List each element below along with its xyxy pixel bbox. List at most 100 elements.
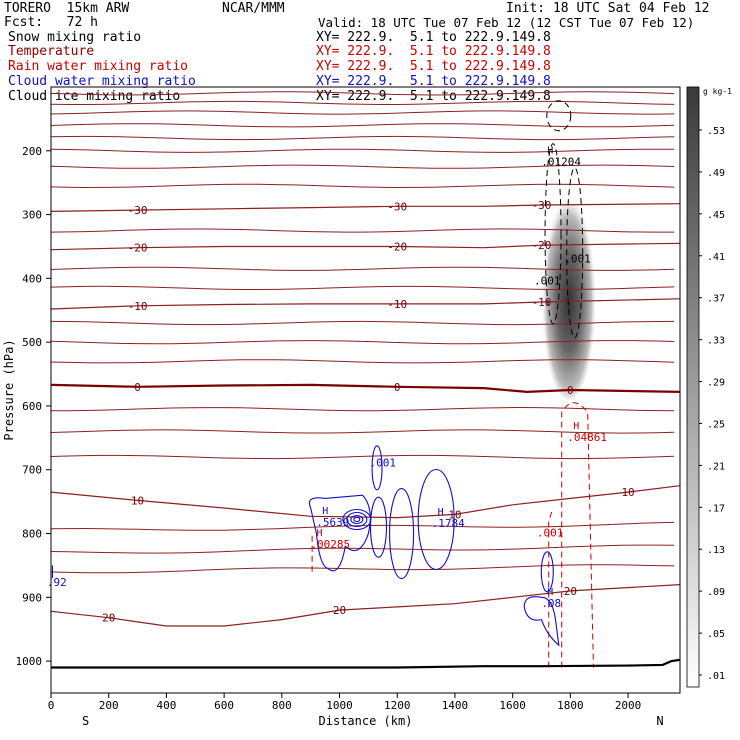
contour-label: .001: [564, 252, 591, 265]
isotherm-label: -10: [532, 296, 552, 309]
isotherm-minor: [50, 164, 675, 169]
x-tick-label: 600: [214, 699, 234, 712]
max-marker: H: [547, 145, 553, 156]
cloud-ice-shading-core: [540, 182, 597, 400]
field-name-snow: Snow mixing ratio: [8, 30, 142, 45]
forecast-hour: Fcst: 72 h: [4, 15, 98, 30]
isotherm-label: -20: [387, 240, 407, 253]
contour-label: .92: [47, 576, 67, 589]
max-value-label: .01204: [541, 155, 581, 168]
max-value-label: .5639: [316, 516, 349, 529]
isotherm-label: 0: [134, 381, 141, 394]
cloud-ice-shading: [540, 182, 597, 400]
annotations: H.01204H.04861H.00285H.5639H.1784H.08.00…: [47, 145, 607, 609]
y-tick-label: 800: [22, 528, 42, 541]
init-time: Init: 18 UTC Sat 04 Feb 12: [506, 1, 710, 16]
y-tick-label: 300: [22, 209, 42, 222]
x-tick-label: 0: [48, 699, 55, 712]
x-tick-label: 200: [99, 699, 119, 712]
ice-contour: [566, 167, 584, 339]
isotherm-label: 10: [448, 508, 461, 521]
isotherm--20: [50, 242, 681, 251]
center-label: NCAR/MMM: [222, 1, 285, 16]
isotherm-minor: [50, 135, 675, 141]
plot-frame: [50, 86, 681, 694]
terrain-surface: [51, 658, 681, 669]
colorbar-label: .13: [707, 545, 725, 556]
y-tick-label: 200: [22, 145, 42, 158]
isotherm-minor: [50, 429, 675, 434]
isotherm-minor: [50, 340, 675, 345]
field-name-cloud-water: Cloud water mixing ratio: [8, 74, 196, 89]
rain-contour-inner: [548, 507, 554, 668]
isotherm-label: 0: [394, 381, 401, 394]
cloud-water-core: [350, 514, 364, 525]
max-marker: H: [322, 506, 328, 517]
isotherm-label: 10: [621, 486, 634, 499]
ground-line: [51, 658, 681, 669]
field-range-cloud-water: XY= 222.9. 5.1 to 222.9.149.8: [316, 74, 551, 89]
cloud-water-contour-col3: [417, 468, 455, 571]
contour-label: .001: [534, 275, 561, 288]
cloud-water-contour-col: [369, 496, 388, 558]
isotherm-label: 20: [333, 604, 346, 617]
colorbar: g kg-1 .53 .49 .45 .41 .37 .33 .29 .25 .21 .17 .13.…: [686, 86, 732, 688]
y-tick-label: 600: [22, 400, 42, 413]
x-tick-label: 1200: [384, 699, 411, 712]
field-name-rain: Rain water mixing ratio: [8, 59, 189, 74]
axes: 0 200 400 600 800 1000 1200 1400 1600 1800 2000200…: [2, 145, 664, 728]
isotherm-0: [50, 383, 681, 394]
cloud-water-core: [346, 511, 368, 528]
x-tick-label: 800: [272, 699, 292, 712]
isotherm-label: 10: [131, 494, 144, 507]
contour-label: .001: [370, 457, 397, 470]
isotherm-10: [50, 485, 681, 519]
x-end-label-right: N: [656, 714, 663, 728]
colorbar-label: .17: [707, 503, 725, 514]
cloud-water-contour-upper: [371, 445, 383, 491]
cloud-water-core: [353, 516, 361, 523]
isotherm-label: -10: [387, 298, 407, 311]
colorbar-label: .41: [707, 252, 725, 263]
colorbar-label: .53: [707, 126, 725, 137]
isotherm-label: -30: [532, 199, 552, 212]
isotherm-label: -30: [387, 200, 407, 213]
cloud-water-contour: [308, 494, 371, 572]
temperature-isotherms: -30 -30 -30 -20 -20 -20 -10 -10 -10 0 0 0 10 10 10 20 20…: [50, 91, 681, 627]
x-tick-label: 1000: [326, 699, 353, 712]
isotherm-minor: [50, 228, 675, 233]
cloud-water-contour-col2: [389, 487, 415, 580]
colorbar-label: .29: [707, 378, 725, 389]
colorbar-label: .09: [707, 587, 725, 598]
max-value-label: .08: [541, 597, 561, 610]
x-tick-label: 400: [156, 699, 176, 712]
isotherm-label: -10: [128, 300, 148, 313]
isotherm-minor: [50, 564, 675, 574]
contour-label: .001: [537, 527, 564, 540]
isotherm-minor: [50, 91, 675, 96]
colorbar-label: .37: [707, 294, 725, 305]
isotherm-minor: [50, 359, 675, 364]
isotherm-label: 20: [564, 585, 577, 598]
x-tick-label: 2000: [615, 699, 642, 712]
isotherm--30: [50, 203, 681, 212]
isotherm-label: 0: [567, 384, 574, 397]
max-value-label: .04861: [567, 431, 607, 444]
rain-contour: [561, 402, 594, 668]
hydrometeor-contours: [51, 100, 594, 668]
isotherm-minor: [51, 406, 675, 412]
y-tick-label: 400: [22, 272, 42, 285]
isotherm-minor: [50, 285, 675, 290]
colorbar-label: .25: [707, 419, 725, 430]
isotherm-label: -30: [128, 204, 148, 217]
max-value-label: .00285: [310, 538, 350, 551]
max-marker: H: [547, 587, 553, 598]
isotherm-label: -20: [128, 242, 148, 255]
y-tick-label: 500: [22, 336, 42, 349]
y-tick-label: 700: [22, 464, 42, 477]
isotherm-minor: [50, 100, 675, 105]
field-range-snow: XY= 222.9. 5.1 to 222.9.149.8: [316, 30, 551, 45]
x-tick-label: 1400: [442, 699, 469, 712]
field-name-cloud-ice: Cloud ice mixing ratio: [8, 89, 181, 104]
